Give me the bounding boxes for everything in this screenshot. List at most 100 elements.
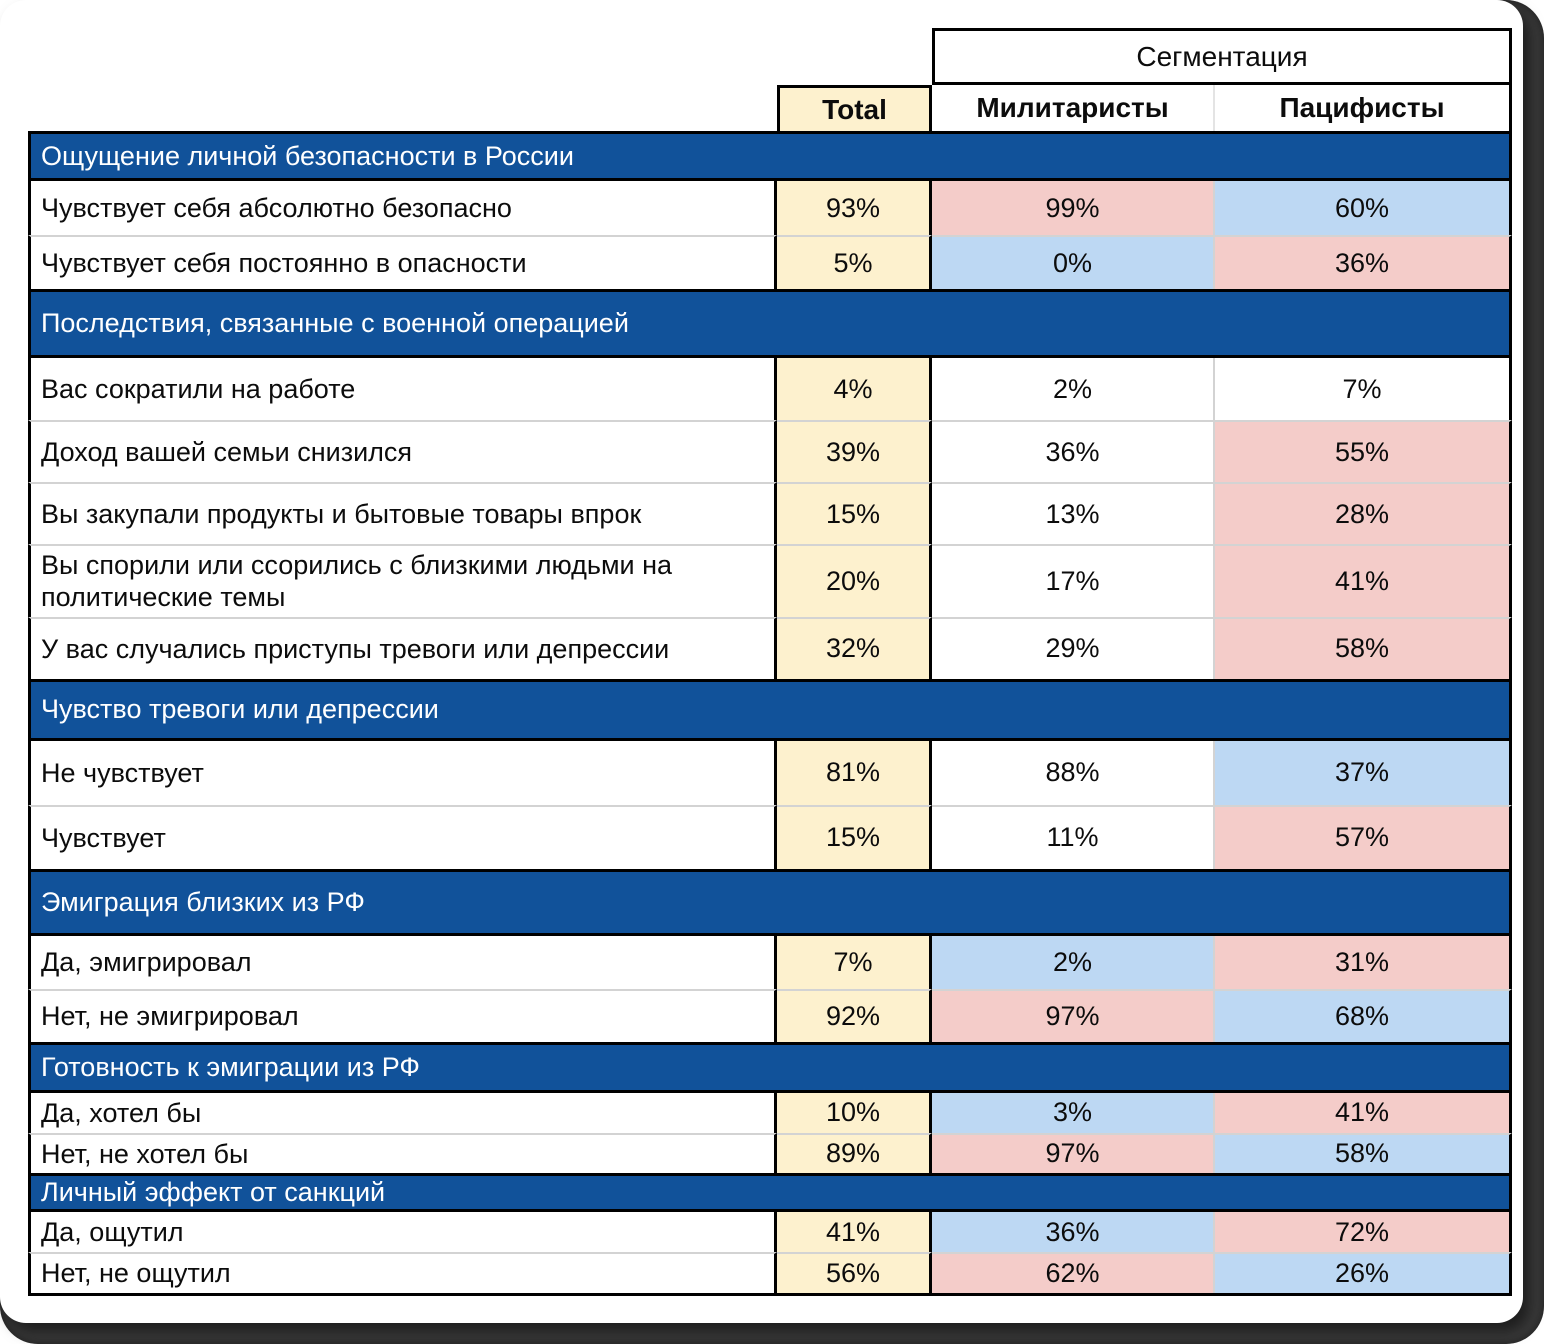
- total-value-cell: 15%: [777, 482, 932, 544]
- report-card: Сегментация Total Милитаристы Пацифисты …: [0, 0, 1523, 1323]
- pacifists-value-cell: 26%: [1215, 1252, 1512, 1293]
- militarists-value-cell: 3%: [932, 1092, 1215, 1133]
- section-header-row: Личный эффект от санкций: [28, 1173, 1512, 1213]
- table-header: Сегментация Total Милитаристы Пацифисты: [28, 28, 1512, 131]
- section-title: Личный эффект от санкций: [41, 1177, 386, 1208]
- table-row: Не чувствует 81% 88% 37%: [28, 740, 1512, 805]
- pacifists-value-cell: 41%: [1215, 544, 1512, 617]
- total-value-cell: 32%: [777, 616, 932, 679]
- table-row: Чувствует 15% 11% 57%: [28, 804, 1512, 869]
- militarists-value-cell: 36%: [932, 1212, 1215, 1253]
- militarists-value-cell: 29%: [932, 616, 1215, 679]
- total-value-cell: 10%: [777, 1092, 932, 1133]
- militarists-value-cell: 36%: [932, 420, 1215, 482]
- question-cell: Нет, не эмигрировал: [28, 988, 777, 1042]
- section-title: Чувство тревоги или депрессии: [41, 694, 439, 725]
- table-row: Вы спорили или ссорились с близкими людь…: [28, 544, 1512, 617]
- table-section: Личный эффект от санкций Да, ощутил 41% 36%…: [28, 1173, 1512, 1293]
- question-cell: Нет, не ощутил: [28, 1252, 777, 1293]
- pacifists-column-header: Пацифисты: [1215, 85, 1512, 131]
- militarists-value-cell: 2%: [932, 358, 1215, 420]
- table-row: Да, эмигрировал 7% 2% 31%: [28, 935, 1512, 989]
- militarists-value-cell: 97%: [932, 988, 1215, 1042]
- militarists-value-cell: 11%: [932, 804, 1215, 869]
- question-cell: Чувствует: [28, 804, 777, 869]
- total-value-cell: 81%: [777, 740, 932, 805]
- table-row: Нет, не ощутил 56% 62% 26%: [28, 1252, 1512, 1293]
- militarists-value-cell: 99%: [932, 181, 1215, 235]
- militarists-value-cell: 17%: [932, 544, 1215, 617]
- question-cell: Да, ощутил: [28, 1212, 777, 1253]
- pacifists-value-cell: 60%: [1215, 181, 1512, 235]
- section-title: Ощущение личной безопасности в России: [41, 140, 574, 171]
- militarists-value-cell: 13%: [932, 482, 1215, 544]
- pacifists-value-cell: 28%: [1215, 482, 1512, 544]
- question-cell: У вас случались приступы тревоги или деп…: [28, 616, 777, 679]
- table-section: Эмиграция близких из РФ Да, эмигрировал 7%…: [28, 868, 1512, 1042]
- question-cell: Чувствует себя абсолютно безопасно: [28, 181, 777, 235]
- table-section: Ощущение личной безопасности в России Чув…: [28, 131, 1512, 289]
- militarists-value-cell: 2%: [932, 935, 1215, 989]
- militarists-value-cell: 0%: [932, 235, 1215, 289]
- pacifists-value-cell: 36%: [1215, 235, 1512, 289]
- section-title: Последствия, связанные с военной операци…: [41, 308, 629, 338]
- pacifists-value-cell: 57%: [1215, 804, 1512, 869]
- table-row: Вас сократили на работе 4% 2% 7%: [28, 358, 1512, 420]
- total-value-cell: 56%: [777, 1252, 932, 1293]
- section-title: Готовность к эмиграции из РФ: [41, 1051, 420, 1082]
- table-section: Готовность к эмиграции из РФ Да, хотел бы…: [28, 1041, 1512, 1174]
- question-cell: Да, эмигрировал: [28, 935, 777, 989]
- table-section: Последствия, связанные с военной операци…: [28, 289, 1512, 679]
- pacifists-value-cell: 58%: [1215, 1132, 1512, 1174]
- table-row: Да, хотел бы 10% 3% 41%: [28, 1092, 1512, 1133]
- table-body: Ощущение личной безопасности в России Чув…: [28, 131, 1512, 1296]
- pacifists-value-cell: 55%: [1215, 420, 1512, 482]
- table-section: Чувство тревоги или депрессии Не чувствуе…: [28, 678, 1512, 869]
- militarists-column-header: Милитаристы: [932, 85, 1215, 131]
- question-cell: Вас сократили на работе: [28, 358, 777, 420]
- pacifists-value-cell: 58%: [1215, 616, 1512, 679]
- section-header-row: Ощущение личной безопасности в России: [28, 131, 1512, 181]
- question-cell: Вы спорили или ссорились с близкими людь…: [28, 544, 777, 617]
- question-cell: Доход вашей семьи снизился: [28, 420, 777, 482]
- militarists-value-cell: 88%: [932, 740, 1215, 805]
- militarists-value-cell: 97%: [932, 1132, 1215, 1174]
- total-value-cell: 39%: [777, 420, 932, 482]
- militarists-value-cell: 62%: [932, 1252, 1215, 1293]
- pacifists-value-cell: 37%: [1215, 740, 1512, 805]
- table-row: Да, ощутил 41% 36% 72%: [28, 1212, 1512, 1253]
- question-cell: Нет, не хотел бы: [28, 1132, 777, 1174]
- table-row: Нет, не хотел бы 89% 97% 58%: [28, 1132, 1512, 1174]
- table-row: Чувствует себя абсолютно безопасно 93% 99%…: [28, 181, 1512, 235]
- total-value-cell: 92%: [777, 988, 932, 1042]
- pacifists-value-cell: 68%: [1215, 988, 1512, 1042]
- total-value-cell: 89%: [777, 1132, 932, 1174]
- total-value-cell: 5%: [777, 235, 932, 289]
- question-cell: Вы закупали продукты и бытовые товары вп…: [28, 482, 777, 544]
- total-value-cell: 15%: [777, 804, 932, 869]
- segmentation-header: Сегментация: [932, 28, 1512, 85]
- total-value-cell: 41%: [777, 1212, 932, 1253]
- total-value-cell: 4%: [777, 358, 932, 420]
- total-value-cell: 93%: [777, 181, 932, 235]
- table-row: Чувствует себя постоянно в опасности 5% 0%…: [28, 235, 1512, 289]
- question-cell: Чувствует себя постоянно в опасности: [28, 235, 777, 289]
- total-value-cell: 20%: [777, 544, 932, 617]
- section-title: Эмиграция близких из РФ: [41, 886, 365, 917]
- table-row: Нет, не эмигрировал 92% 97% 68%: [28, 988, 1512, 1042]
- pacifists-value-cell: 72%: [1215, 1212, 1512, 1253]
- pacifists-value-cell: 7%: [1215, 358, 1512, 420]
- question-cell: Да, хотел бы: [28, 1092, 777, 1133]
- pacifists-value-cell: 41%: [1215, 1092, 1512, 1133]
- pacifists-value-cell: 31%: [1215, 935, 1512, 989]
- total-value-cell: 7%: [777, 935, 932, 989]
- table-row: Доход вашей семьи снизился 39% 36% 55%: [28, 420, 1512, 482]
- section-header-row: Последствия, связанные с военной операци…: [28, 289, 1512, 358]
- total-column-header: Total: [777, 85, 932, 131]
- section-header-row: Готовность к эмиграции из РФ: [28, 1041, 1512, 1093]
- table-row: У вас случались приступы тревоги или деп…: [28, 616, 1512, 679]
- question-cell: Не чувствует: [28, 740, 777, 805]
- table-row: Вы закупали продукты и бытовые товары вп…: [28, 482, 1512, 544]
- survey-table: Сегментация Total Милитаристы Пацифисты …: [28, 28, 1512, 1296]
- section-header-row: Чувство тревоги или депрессии: [28, 678, 1512, 741]
